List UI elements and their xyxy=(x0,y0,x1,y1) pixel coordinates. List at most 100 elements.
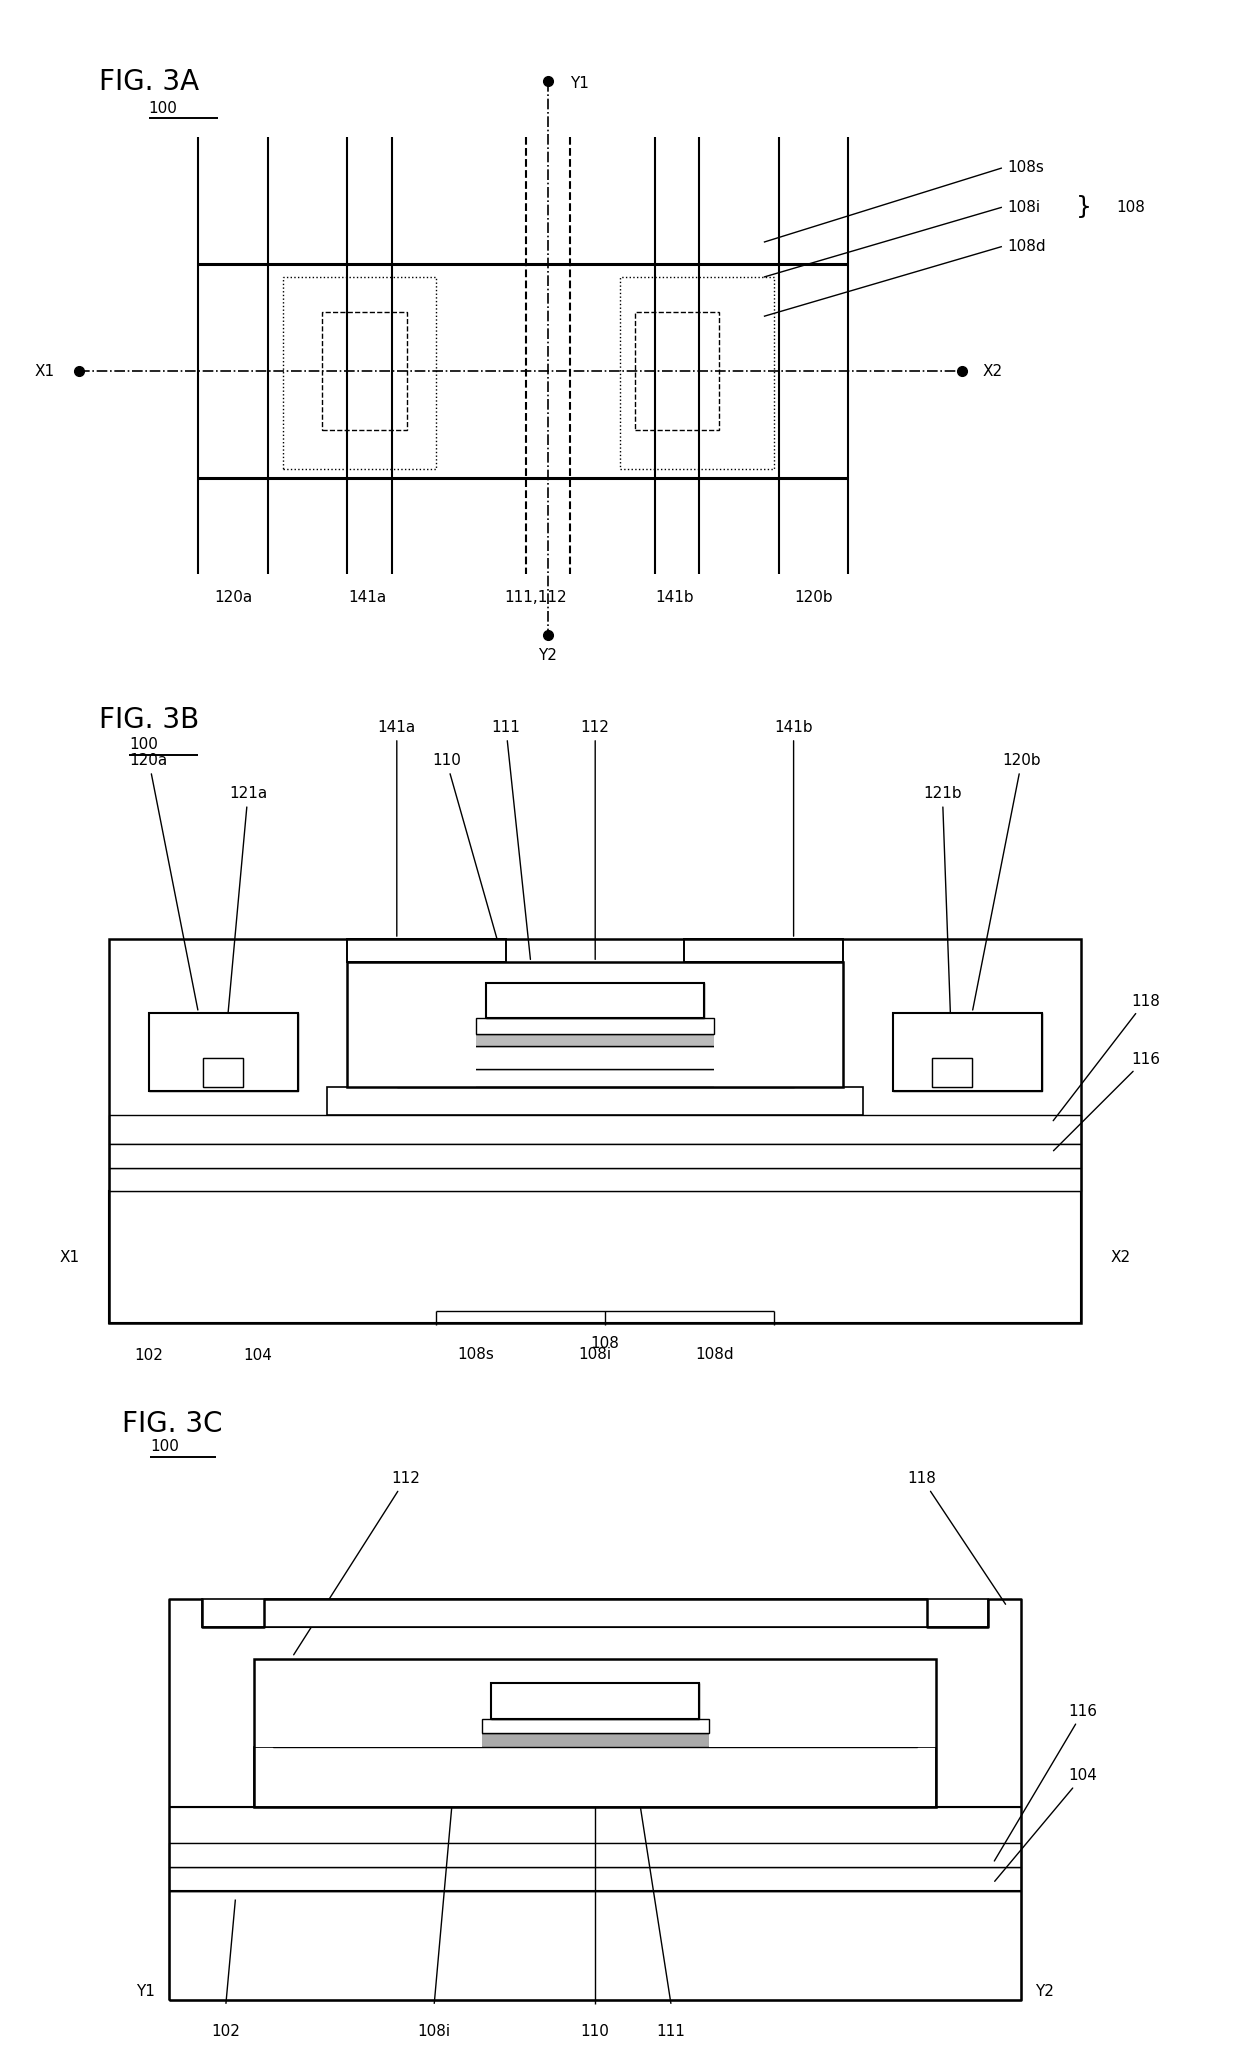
Bar xyxy=(202,1599,988,1626)
Text: 116: 116 xyxy=(1054,1052,1159,1151)
Text: Y2: Y2 xyxy=(538,648,557,663)
Bar xyxy=(169,1808,1022,1843)
Text: 121b: 121b xyxy=(923,787,962,1064)
Text: 104: 104 xyxy=(243,1348,273,1363)
Bar xyxy=(149,1013,298,1091)
Text: 120b: 120b xyxy=(794,590,833,605)
Text: X2: X2 xyxy=(1111,1249,1131,1265)
Bar xyxy=(620,278,774,468)
Text: 116: 116 xyxy=(994,1704,1097,1862)
Bar xyxy=(714,963,843,1087)
Bar xyxy=(169,1868,1022,1891)
Bar xyxy=(322,313,407,431)
Text: 120b: 120b xyxy=(972,754,1042,1011)
Bar xyxy=(109,1168,1081,1191)
Text: 108s: 108s xyxy=(1007,159,1044,176)
Text: 100: 100 xyxy=(149,101,177,116)
Text: 100: 100 xyxy=(150,1439,179,1454)
Text: 118: 118 xyxy=(908,1470,1006,1605)
Bar xyxy=(932,1058,972,1087)
Text: 108i: 108i xyxy=(418,2023,451,2038)
Bar xyxy=(491,1684,699,1719)
Bar xyxy=(254,1659,481,1748)
Text: 141a: 141a xyxy=(348,590,386,605)
Bar xyxy=(109,1168,1081,1191)
Bar xyxy=(684,938,843,963)
Bar xyxy=(476,1017,714,1033)
Bar xyxy=(367,1033,823,1046)
Text: 111,112: 111,112 xyxy=(505,590,567,605)
Bar xyxy=(491,1684,699,1719)
Text: 108: 108 xyxy=(590,1336,620,1350)
Bar xyxy=(254,1659,936,1684)
Text: FIG. 3B: FIG. 3B xyxy=(99,706,200,735)
Bar xyxy=(149,1013,298,1091)
Bar xyxy=(203,1058,243,1087)
Bar xyxy=(203,1058,243,1087)
Bar xyxy=(635,313,719,431)
Bar xyxy=(382,1046,808,1069)
Text: 102: 102 xyxy=(212,2023,241,2038)
Bar xyxy=(109,938,1081,1323)
Bar xyxy=(109,1145,1081,1168)
Bar xyxy=(347,963,476,1087)
Text: 108: 108 xyxy=(1116,199,1145,215)
Text: 141a: 141a xyxy=(378,721,415,936)
Text: 111: 111 xyxy=(491,721,531,959)
Text: 108d: 108d xyxy=(694,1346,734,1361)
Bar xyxy=(486,984,704,1017)
Text: 108i: 108i xyxy=(579,1346,611,1361)
Bar xyxy=(169,1843,1022,1868)
Text: 111: 111 xyxy=(656,2023,686,2038)
Bar xyxy=(397,1069,794,1087)
Text: Y2: Y2 xyxy=(1035,1984,1054,1999)
Bar xyxy=(347,963,843,984)
Text: 110: 110 xyxy=(432,754,515,1002)
Text: Y1: Y1 xyxy=(570,77,589,91)
Bar xyxy=(273,1733,918,1748)
Bar xyxy=(382,1046,808,1069)
Text: 110: 110 xyxy=(580,2023,610,2038)
Bar xyxy=(109,1114,1081,1145)
Text: }: } xyxy=(1076,195,1092,220)
Text: 100: 100 xyxy=(129,737,157,752)
Text: X2: X2 xyxy=(982,364,1002,379)
Text: FIG. 3A: FIG. 3A xyxy=(99,68,200,95)
Bar xyxy=(893,1013,1042,1091)
Bar xyxy=(169,1843,1022,1868)
Bar xyxy=(109,1191,1081,1323)
Bar xyxy=(347,938,506,963)
Text: 108i: 108i xyxy=(1007,199,1040,215)
Bar xyxy=(254,1748,936,1808)
Text: X1: X1 xyxy=(60,1249,79,1265)
Text: X1: X1 xyxy=(35,364,55,379)
Text: 104: 104 xyxy=(994,1769,1097,1880)
Bar xyxy=(254,1659,936,1808)
Bar xyxy=(709,1659,936,1748)
Bar xyxy=(347,963,843,1087)
Bar xyxy=(254,1748,936,1808)
Text: 112: 112 xyxy=(580,721,610,959)
Bar xyxy=(486,984,704,1017)
Bar xyxy=(283,278,436,468)
Text: FIG. 3C: FIG. 3C xyxy=(122,1410,222,1437)
Text: 120a: 120a xyxy=(215,590,252,605)
Text: 120a: 120a xyxy=(130,754,198,1011)
Text: 102: 102 xyxy=(134,1348,164,1363)
Text: Y1: Y1 xyxy=(136,1984,155,1999)
Text: 141b: 141b xyxy=(774,721,813,936)
Bar xyxy=(109,1145,1081,1168)
Bar xyxy=(327,1087,863,1114)
Bar xyxy=(169,1868,1022,1891)
Text: 121a: 121a xyxy=(223,787,267,1064)
Bar xyxy=(169,1891,1022,2001)
Text: 112: 112 xyxy=(294,1470,420,1655)
Text: 141b: 141b xyxy=(655,590,694,605)
Bar xyxy=(397,1069,794,1087)
Text: 108s: 108s xyxy=(458,1346,495,1361)
Bar xyxy=(481,1719,709,1733)
Bar xyxy=(932,1058,972,1087)
Text: 108d: 108d xyxy=(1007,238,1045,255)
Bar xyxy=(893,1013,1042,1091)
Text: 118: 118 xyxy=(1053,994,1159,1120)
